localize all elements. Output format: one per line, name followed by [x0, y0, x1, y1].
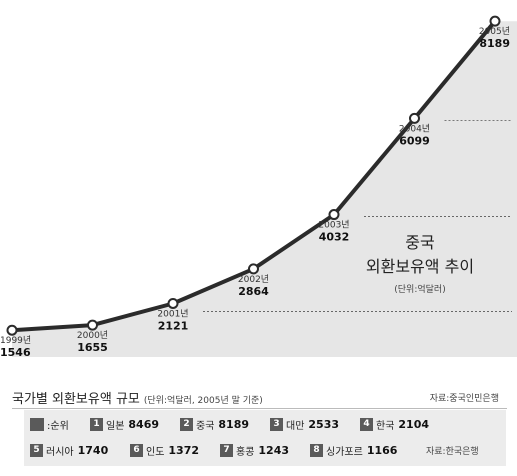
x-tick-label: 1999년	[0, 335, 31, 346]
country-value: 1166	[366, 443, 398, 457]
x-tick-label: 2002년	[238, 274, 269, 285]
data-label: 8189	[479, 37, 510, 50]
rank-badge: 4	[360, 417, 373, 431]
chart-title-line-2: 외환보유액 추이	[366, 257, 474, 276]
data-label: 2121	[158, 319, 189, 332]
country-name: 인도	[146, 446, 165, 458]
data-point	[489, 15, 501, 27]
ranking-item: 8 싱가포르 1166	[310, 440, 397, 460]
ranking-table: :순위 1 일본 8469 2 중국 8189 3 대만 2533 4 한국 2…	[24, 410, 506, 466]
x-tick-label: 2004년	[399, 123, 430, 134]
rank-badge: 1	[90, 417, 103, 431]
data-point	[6, 324, 18, 336]
data-point	[167, 297, 179, 309]
rank-badge: 8	[310, 443, 323, 457]
rank-badge: 3	[270, 417, 283, 431]
country-name: 싱가포르	[326, 446, 363, 458]
ranking-panel: 국가별 외환보유액 규모 (단위:억달러, 2005년 말 기준) 자료:중국인민…	[0, 382, 517, 476]
country-value: 1243	[258, 443, 290, 457]
country-name: 홍콩	[236, 446, 255, 458]
country-name: 중국	[196, 420, 215, 432]
country-value: 2104	[398, 417, 430, 431]
ranking-item: 2 중국 8189	[180, 414, 249, 434]
data-label: 1546	[0, 346, 31, 359]
country-name: 대만	[286, 420, 305, 432]
ranking-row-2: 5 러시아 1740 6 인도 1372 7 홍콩 1243 8 싱가포르 11…	[24, 440, 506, 460]
data-point	[328, 209, 340, 221]
source-bottom-cell: 자료:한국은행	[426, 440, 479, 460]
ranking-item: 6 인도 1372	[130, 440, 199, 460]
chart-unit: (단위:억달러)	[394, 283, 445, 295]
rank-badge: 6	[130, 443, 143, 457]
line-chart: 1999년 1546 2000년 1655 2001년 2121 2002년 2864 2003…	[0, 15, 517, 359]
country-value: 8469	[128, 417, 160, 431]
ranking-item: 4 한국 2104	[360, 414, 429, 434]
source-top: 자료:중국인민은행	[429, 394, 499, 404]
rank-badge-legend	[30, 417, 44, 431]
x-tick-label: 2001년	[157, 308, 188, 319]
legend-label: :순위	[47, 420, 69, 432]
source-bottom: 자료:한국은행	[426, 446, 479, 457]
rank-badge: 2	[180, 417, 193, 431]
country-name: 한국	[376, 420, 395, 432]
ranking-item: 7 홍콩 1243	[220, 440, 289, 460]
x-tick-label: 2000년	[77, 330, 108, 341]
ranking-item: 5 러시아 1740	[30, 440, 108, 460]
ranking-header: 국가별 외환보유액 규모 (단위:억달러, 2005년 말 기준) 자료:중국인민…	[12, 388, 507, 409]
data-label: 1655	[77, 341, 108, 354]
rank-badge: 7	[220, 443, 233, 457]
country-value: 1372	[168, 443, 200, 457]
ranking-unit: (단위:억달러, 2005년 말 기준)	[143, 396, 263, 406]
ranking-row-1: :순위 1 일본 8469 2 중국 8189 3 대만 2533 4 한국 2…	[24, 414, 506, 434]
country-value: 8189	[218, 417, 250, 431]
country-value: 1740	[77, 443, 109, 457]
chart-title-line-1: 중국	[405, 233, 434, 252]
country-value: 2533	[308, 417, 340, 431]
data-point	[248, 263, 259, 275]
ranking-title: 국가별 외환보유액 규모	[12, 392, 140, 407]
data-point	[87, 319, 98, 331]
rank-badge: 5	[30, 443, 43, 457]
legend-key: :순위	[30, 414, 69, 434]
x-tick-label: 2003년	[318, 220, 349, 231]
data-point	[409, 112, 420, 124]
ranking-item: 1 일본 8469	[90, 414, 159, 434]
ranking-item: 3 대만 2533	[270, 414, 339, 434]
data-label: 4032	[319, 231, 350, 244]
area-fill	[12, 21, 517, 357]
x-tick-label: 2005년	[479, 26, 510, 37]
data-label: 2864	[238, 285, 269, 298]
country-name: 러시아	[46, 446, 74, 458]
data-label: 6099	[399, 134, 430, 147]
country-name: 일본	[106, 420, 125, 432]
